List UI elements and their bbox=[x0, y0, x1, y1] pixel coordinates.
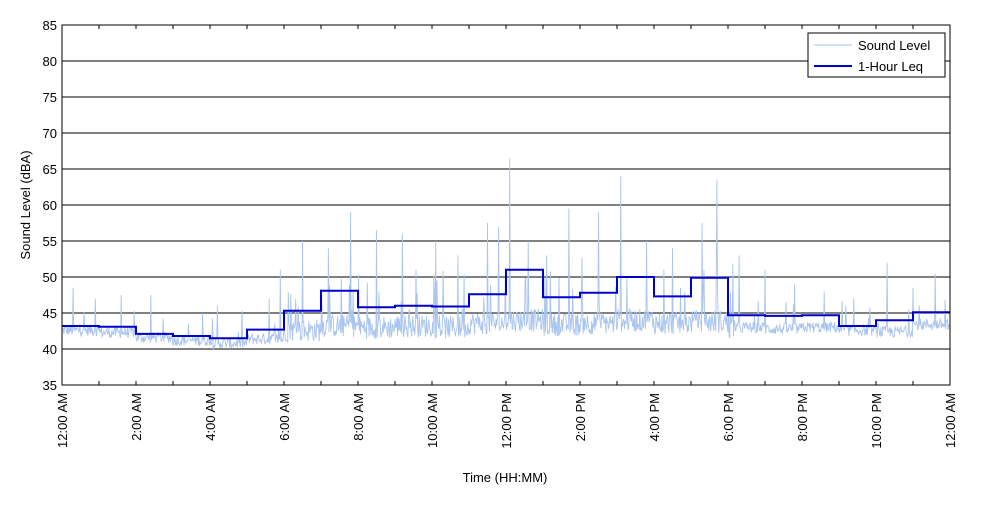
x-axis-label: Time (HH:MM) bbox=[463, 470, 548, 485]
x-tick-label: 6:00 PM bbox=[721, 393, 736, 441]
y-tick-label: 60 bbox=[43, 198, 57, 213]
y-tick-label: 35 bbox=[43, 378, 57, 393]
y-tick-label: 50 bbox=[43, 270, 57, 285]
legend-label-sound-level: Sound Level bbox=[858, 38, 930, 53]
y-tick-label: 40 bbox=[43, 342, 57, 357]
x-axis: 12:00 AM 2:00 AM 4:00 AM 6:00 AM 8:00 AM 10:0… bbox=[55, 25, 958, 449]
leq-step-line bbox=[62, 268, 950, 340]
y-tick-label: 45 bbox=[43, 306, 57, 321]
y-tick-label: 80 bbox=[43, 54, 57, 69]
y-tick-label: 65 bbox=[43, 162, 57, 177]
x-tick-label: 12:00 AM bbox=[55, 393, 70, 448]
y-axis-label: Sound Level (dBA) bbox=[18, 150, 33, 259]
x-tick-label: 4:00 AM bbox=[203, 393, 218, 441]
x-tick-label: 10:00 PM bbox=[869, 393, 884, 449]
leq-series bbox=[62, 268, 950, 340]
y-tick-label: 85 bbox=[43, 18, 57, 33]
y-axis: 35 40 45 50 55 60 65 70 75 80 85 bbox=[43, 18, 950, 393]
x-tick-label: 8:00 PM bbox=[795, 393, 810, 441]
x-tick-label: 2:00 AM bbox=[129, 393, 144, 441]
legend-label-leq: 1-Hour Leq bbox=[858, 59, 923, 74]
y-tick-label: 55 bbox=[43, 234, 57, 249]
legend-box bbox=[807, 32, 946, 78]
x-tick-label: 6:00 AM bbox=[277, 393, 292, 441]
x-tick-label: 4:00 PM bbox=[647, 393, 662, 441]
x-tick-label: 10:00 AM bbox=[425, 393, 440, 448]
legend: Sound Level 1-Hour Leq bbox=[807, 32, 946, 78]
y-tick-label: 70 bbox=[43, 126, 57, 141]
x-tick-label: 12:00 PM bbox=[499, 393, 514, 449]
y-tick-label: 75 bbox=[43, 90, 57, 105]
x-tick-label: 2:00 PM bbox=[573, 393, 588, 441]
x-tick-label: 8:00 AM bbox=[351, 393, 366, 441]
x-tick-label: 12:00 AM bbox=[943, 393, 958, 448]
